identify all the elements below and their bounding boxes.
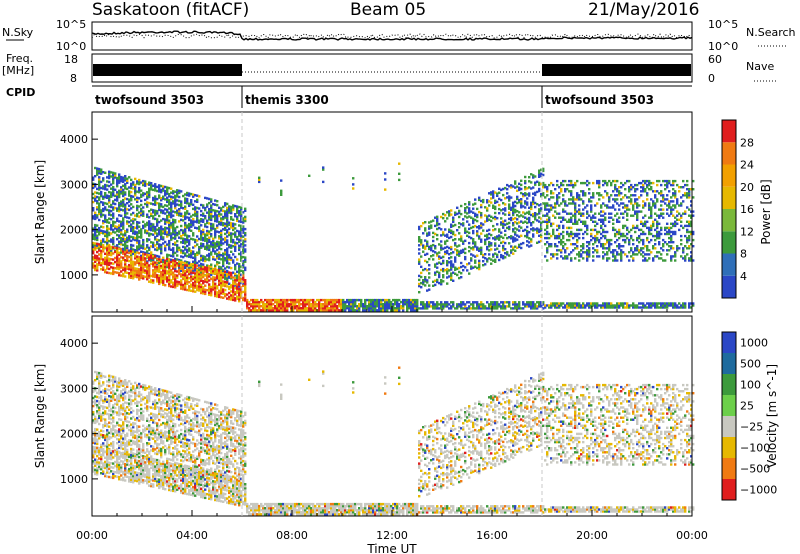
time-axis: 00:00 04:00 08:00 12:00 16:00 20:00 00:00 (76, 529, 708, 542)
y-tick-label: 1000 (60, 473, 88, 486)
x-tick-label: 00:00 (76, 529, 108, 542)
cpid-segment-label: themis 3300 (245, 93, 329, 107)
freq-block-1 (93, 64, 242, 76)
beam-title: Beam 05 (350, 0, 427, 20)
y-tick-label: 3000 (60, 178, 88, 191)
y-tick-label: 4000 (60, 337, 88, 350)
velocity-bar-tick: −25 (740, 421, 763, 434)
nave-label: Nave (746, 60, 775, 73)
nave-tick-bottom: 0 (708, 72, 715, 85)
cpid-panel: twofsound 3503 themis 3300 twofsound 3503 (92, 85, 692, 108)
power-scatter (92, 162, 695, 312)
nsearch-line (91, 33, 693, 39)
velocity-bar-tick: −500 (740, 463, 770, 476)
velocity-bar-tick: 25 (740, 400, 754, 413)
nsky-tick-top: 10^5 (56, 18, 86, 31)
y-axis-title: Slant Range [km] (33, 160, 47, 264)
y-tick-label: 2000 (60, 224, 88, 237)
y-tick-label: 4000 (60, 133, 88, 146)
power-bar-tick: 20 (740, 181, 754, 194)
nsearch-tick-top: 10^5 (708, 18, 738, 31)
nave-tick-top: 60 (708, 53, 722, 66)
freq-panel: 18 8 60 0 (64, 53, 722, 85)
power-colorbar: 4 8 12 16 20 24 28 Power [dB] (721, 119, 773, 299)
velocity-bar-tick: 1000 (740, 337, 768, 350)
nsky-tick-bottom: 10^0 (56, 40, 86, 53)
nsky-line (91, 30, 693, 41)
date-title: 21/May/2016 (588, 0, 700, 20)
freq-unit-label: [MHz] (2, 64, 35, 77)
velocity-bar-tick: −1000 (740, 484, 777, 497)
velocity-bar-title: Velocity [m s^-1] (765, 364, 779, 468)
power-panel: 1000 2000 3000 4000 Slant Range [km] (33, 111, 695, 313)
velocity-scatter (92, 366, 695, 516)
velocity-colorbar: 1000 500 100 25 −25 −100 −500 −1000 Velocity [m … (721, 331, 779, 501)
power-bar-title: Power [dB] (759, 179, 773, 244)
nsearch-label: N.Search (746, 26, 796, 39)
radar-title: Saskatoon (fitACF) (92, 0, 250, 20)
y-axis-title: Slant Range [km] (33, 364, 47, 468)
x-axis-title: Time UT (366, 542, 417, 554)
nsearch-tick-bottom: 10^0 (708, 40, 738, 53)
power-bar-tick: 12 (740, 225, 754, 238)
velocity-bar-tick: 500 (740, 358, 761, 371)
freq-tick-top: 18 (64, 53, 78, 66)
nsky-panel: 10^5 10^0 10^5 10^0 (56, 18, 738, 53)
y-tick-label: 3000 (60, 382, 88, 395)
y-tick-label: 2000 (60, 428, 88, 441)
freq-label: Freq. (6, 52, 34, 65)
x-tick-label: 04:00 (176, 529, 208, 542)
x-tick-label: 16:00 (476, 529, 508, 542)
power-bar-tick: 24 (740, 159, 754, 172)
cpid-segment-label: twofsound 3503 (545, 93, 654, 107)
power-bar-tick: 4 (740, 270, 747, 283)
velocity-bar-tick: 100 (740, 379, 761, 392)
nsky-label: N.Sky (2, 26, 34, 39)
x-tick-label: 20:00 (576, 529, 608, 542)
power-bar-tick: 8 (740, 248, 747, 261)
cpid-label: CPID (6, 86, 36, 99)
y-tick-label: 1000 (60, 269, 88, 282)
x-tick-label: 00:00 (676, 529, 708, 542)
x-tick-label: 08:00 (276, 529, 308, 542)
power-bar-tick: 28 (740, 136, 754, 149)
cpid-segment-label: twofsound 3503 (95, 93, 204, 107)
x-tick-label: 12:00 (376, 529, 408, 542)
freq-block-2 (542, 64, 691, 76)
velocity-panel: 1000 2000 3000 4000 Slant Range [km] (33, 315, 695, 517)
freq-tick-bottom: 8 (70, 72, 77, 85)
power-bar-tick: 16 (740, 203, 754, 216)
velocity-bar-tick: −100 (740, 442, 770, 455)
